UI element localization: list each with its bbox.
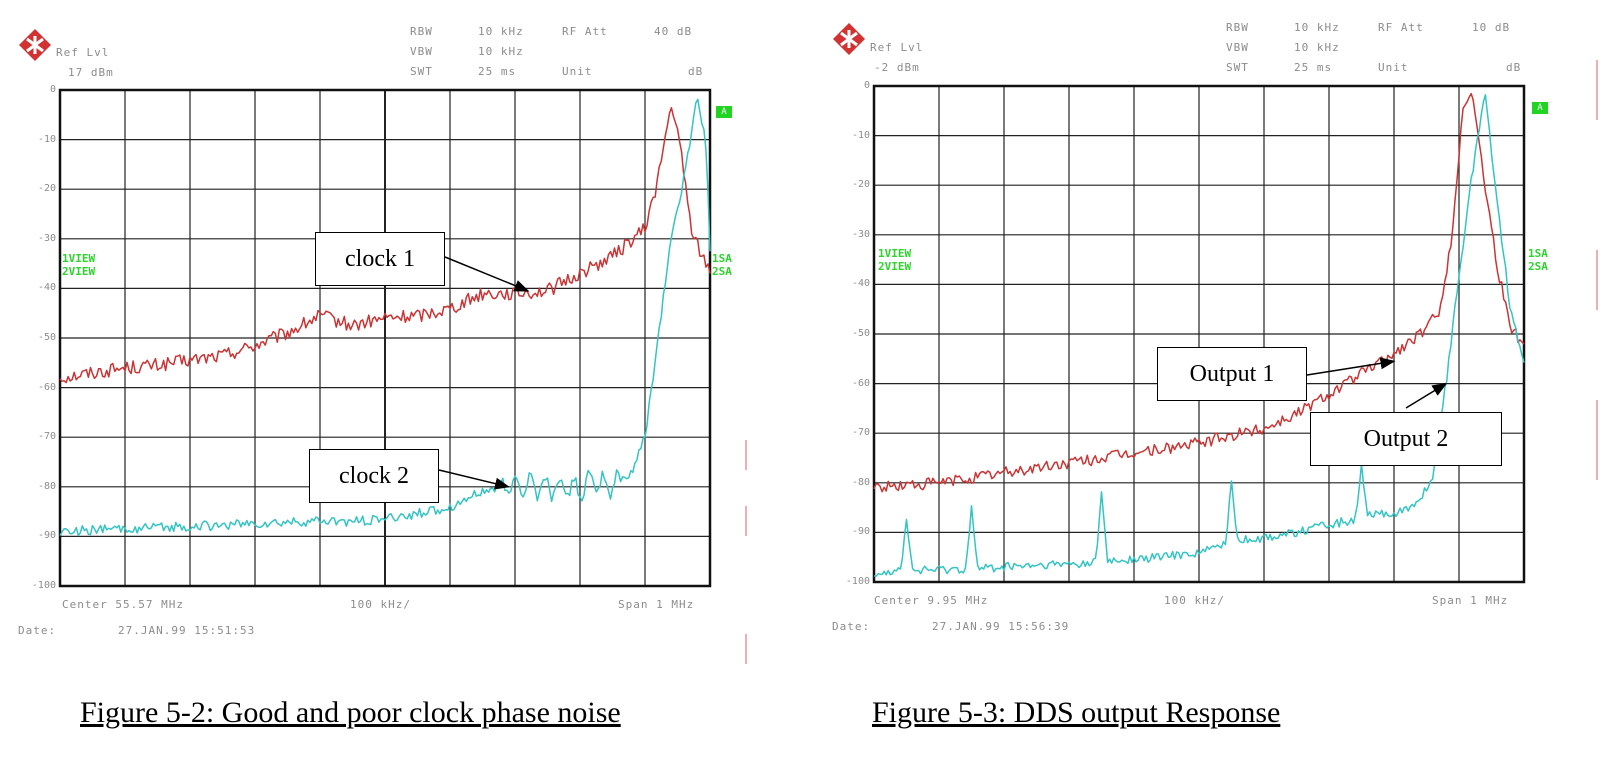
ref-lvl-label: Ref Lvl <box>56 46 110 59</box>
trace-label-1view: 1VIEW <box>878 247 912 260</box>
right-marker-2sa: 2SA <box>1528 260 1548 273</box>
y-tick-label: -100 <box>31 580 56 591</box>
rf-att-value: 10 dB <box>1472 21 1511 34</box>
trace-label-2view: 2VIEW <box>62 265 96 278</box>
y-tick-label: -50 <box>37 332 56 343</box>
rbw-value: 10 kHz <box>1294 21 1340 34</box>
x-span-label: Span 1 MHz <box>618 598 695 611</box>
series-line-clock-2 <box>59 98 711 537</box>
rf-att-label: RF Att <box>1378 21 1424 34</box>
marker-a-badge: A <box>716 106 732 118</box>
rbw-label: RBW <box>1226 21 1249 34</box>
x-center-label: Center 55.57 MHz <box>62 598 184 611</box>
annotation-arrow <box>1405 382 1448 409</box>
rf-att-value: 40 dB <box>654 25 693 38</box>
figure-caption: Figure 5-2: Good and poor clock phase no… <box>80 696 621 729</box>
swt-label: SWT <box>410 65 433 78</box>
vbw-label: VBW <box>1226 41 1249 54</box>
annotation-arrow <box>444 256 530 292</box>
figure-5-2-panel: Ref Lvl 17 dBm RBW 10 kHz VBW 10 kHz SWT… <box>0 0 800 729</box>
ref-lvl-value: 17 dBm <box>68 66 114 79</box>
plot-frame <box>872 84 1526 584</box>
y-tick-label: -70 <box>851 427 870 438</box>
unit-value: dB <box>1506 61 1522 74</box>
x-div-label: 100 kHz/ <box>350 598 411 611</box>
trace-label-1view: 1VIEW <box>62 252 96 265</box>
vbw-value: 10 kHz <box>1294 41 1340 54</box>
date-value: 27.JAN.99 15:56:39 <box>932 620 1070 633</box>
series-line-output-1 <box>873 92 1525 493</box>
unit-label: Unit <box>562 65 593 78</box>
edge-mark <box>1596 60 1598 120</box>
annotation-arrow <box>1306 357 1396 376</box>
rohde-schwarz-logo-icon <box>19 29 51 61</box>
y-tick-label: -80 <box>37 481 56 492</box>
figure-caption: Figure 5-3: DDS output Response <box>872 696 1281 729</box>
series-line-clock-1 <box>59 106 711 384</box>
spectrum-plot-2 <box>872 84 1526 584</box>
right-marker-1sa: 1SA <box>712 252 732 265</box>
y-tick-label: -50 <box>851 328 870 339</box>
y-tick-label: -20 <box>37 183 56 194</box>
series-line-output-2 <box>873 94 1525 578</box>
x-span-label: Span 1 MHz <box>1432 594 1509 607</box>
date-value: 27.JAN.99 15:51:53 <box>118 624 256 637</box>
edge-mark <box>1596 400 1598 480</box>
y-tick-label: -30 <box>851 229 870 240</box>
callout-clock-1: clock 1 <box>315 232 445 286</box>
y-tick-label: -60 <box>37 382 56 393</box>
edge-mark <box>1596 250 1598 310</box>
rf-att-label: RF Att <box>562 25 608 38</box>
callout-output-1: Output 1 <box>1157 347 1307 401</box>
y-tick-label: -80 <box>851 477 870 488</box>
ref-lvl-label: Ref Lvl <box>870 41 924 54</box>
edge-mark <box>745 634 747 664</box>
right-marker-2sa: 2SA <box>712 265 732 278</box>
y-tick-label: -90 <box>851 526 870 537</box>
y-tick-label: 0 <box>863 80 870 91</box>
vbw-label: VBW <box>410 45 433 58</box>
right-marker-1sa: 1SA <box>1528 247 1548 260</box>
edge-mark <box>745 440 747 470</box>
ref-lvl-value: -2 dBm <box>874 61 920 74</box>
swt-value: 25 ms <box>478 65 517 78</box>
unit-label: Unit <box>1378 61 1409 74</box>
y-tick-label: -100 <box>845 576 870 587</box>
y-tick-label: -60 <box>851 378 870 389</box>
spectrum-plot-1 <box>58 88 712 588</box>
annotation-arrow <box>438 469 510 490</box>
y-tick-label: -10 <box>851 130 870 141</box>
y-tick-label: -20 <box>851 179 870 190</box>
y-tick-label: 0 <box>49 84 56 95</box>
figure-5-3-panel: Ref Lvl -2 dBm RBW 10 kHz VBW 10 kHz SWT… <box>812 0 1607 729</box>
date-label: Date: <box>18 624 57 637</box>
date-label: Date: <box>832 620 871 633</box>
y-tick-label: -40 <box>851 278 870 289</box>
vbw-value: 10 kHz <box>478 45 524 58</box>
plot-frame <box>58 88 712 588</box>
y-tick-label: -40 <box>37 282 56 293</box>
trace-label-2view: 2VIEW <box>878 260 912 273</box>
edge-mark <box>745 506 747 536</box>
y-tick-label: -70 <box>37 431 56 442</box>
unit-value: dB <box>688 65 704 78</box>
y-tick-label: -30 <box>37 233 56 244</box>
callout-clock-2: clock 2 <box>309 449 439 503</box>
rbw-value: 10 kHz <box>478 25 524 38</box>
x-div-label: 100 kHz/ <box>1164 594 1225 607</box>
callout-output-2: Output 2 <box>1310 412 1502 466</box>
marker-a-badge: A <box>1532 102 1548 114</box>
y-tick-label: -10 <box>37 134 56 145</box>
y-tick-label: -90 <box>37 530 56 541</box>
grid <box>59 89 711 587</box>
x-center-label: Center 9.95 MHz <box>874 594 989 607</box>
swt-label: SWT <box>1226 61 1249 74</box>
swt-value: 25 ms <box>1294 61 1333 74</box>
rbw-label: RBW <box>410 25 433 38</box>
rohde-schwarz-logo-icon <box>833 23 865 55</box>
